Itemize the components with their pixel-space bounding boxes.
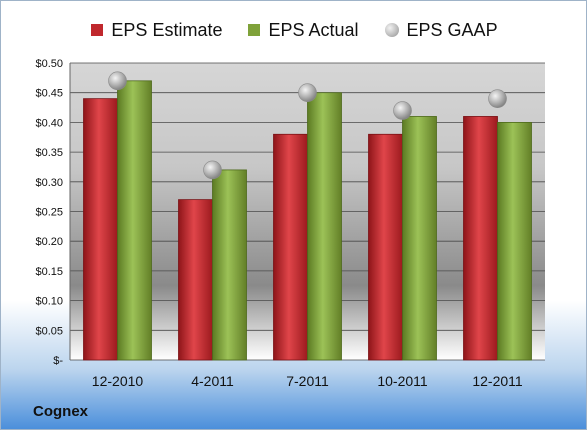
x-tick-label: 4-2011 <box>191 373 234 389</box>
marker-eps-gaap <box>298 83 317 102</box>
y-tick-label: $0.30 <box>35 177 63 189</box>
bar-series <box>83 80 532 361</box>
chart-legend: EPS Estimate EPS Actual EPS GAAP <box>1 15 587 45</box>
marker-eps-gaap <box>203 160 222 180</box>
x-axis-ticks: 12-2010 4-2011 7-2011 10-2011 12-2011 <box>92 373 523 389</box>
bar-eps-estimate <box>178 199 213 361</box>
legend-item-actual: EPS Actual <box>248 19 359 41</box>
x-tick-label: 7-2011 <box>286 373 329 389</box>
legend-item-gaap: EPS GAAP <box>384 19 498 41</box>
x-tick-label: 12-2010 <box>92 373 144 389</box>
x-tick-label: 10-2011 <box>377 373 428 389</box>
y-tick-label: $0.25 <box>35 207 63 219</box>
y-tick-label: $0.15 <box>35 266 63 278</box>
marker-eps-gaap <box>108 71 127 91</box>
y-tick-label: $0.45 <box>35 88 63 100</box>
bar-eps-estimate <box>83 98 118 361</box>
bar-eps-actual <box>307 92 342 361</box>
x-tick-label: 12-2011 <box>472 373 523 389</box>
gaap-markers <box>108 71 507 180</box>
bar-eps-actual <box>497 122 532 361</box>
bar-eps-actual <box>212 169 247 361</box>
legend-marker-gaap <box>384 23 399 37</box>
y-tick-label: $0.10 <box>35 296 63 308</box>
legend-label-actual: EPS Actual <box>268 19 359 40</box>
bar-eps-estimate <box>463 116 498 361</box>
y-tick-label: $- <box>53 355 63 367</box>
y-tick-label: $0.50 <box>35 58 63 70</box>
y-tick-label: $0.20 <box>35 236 63 248</box>
bar-eps-estimate <box>273 133 308 361</box>
y-tick-label: $0.05 <box>35 325 63 337</box>
y-tick-label: $0.40 <box>35 117 63 129</box>
legend-item-estimate: EPS Estimate <box>91 20 222 41</box>
legend-label-estimate: EPS Estimate <box>111 19 223 40</box>
legend-label-gaap: EPS GAAP <box>406 19 498 40</box>
marker-eps-gaap <box>488 89 507 108</box>
bar-eps-actual <box>117 80 152 361</box>
legend-swatch-actual <box>248 24 261 36</box>
bar-eps-estimate <box>368 133 403 361</box>
bar-eps-actual <box>402 116 437 361</box>
marker-eps-gaap <box>393 101 412 120</box>
y-axis-ticks: $- $0.05 $0.10 $0.15 $0.20 $0.25 $0.30 $0.35 $0.… <box>35 58 63 367</box>
legend-swatch-estimate <box>91 24 104 36</box>
company-label: Cognex <box>33 403 89 420</box>
y-tick-label: $0.35 <box>35 147 63 159</box>
